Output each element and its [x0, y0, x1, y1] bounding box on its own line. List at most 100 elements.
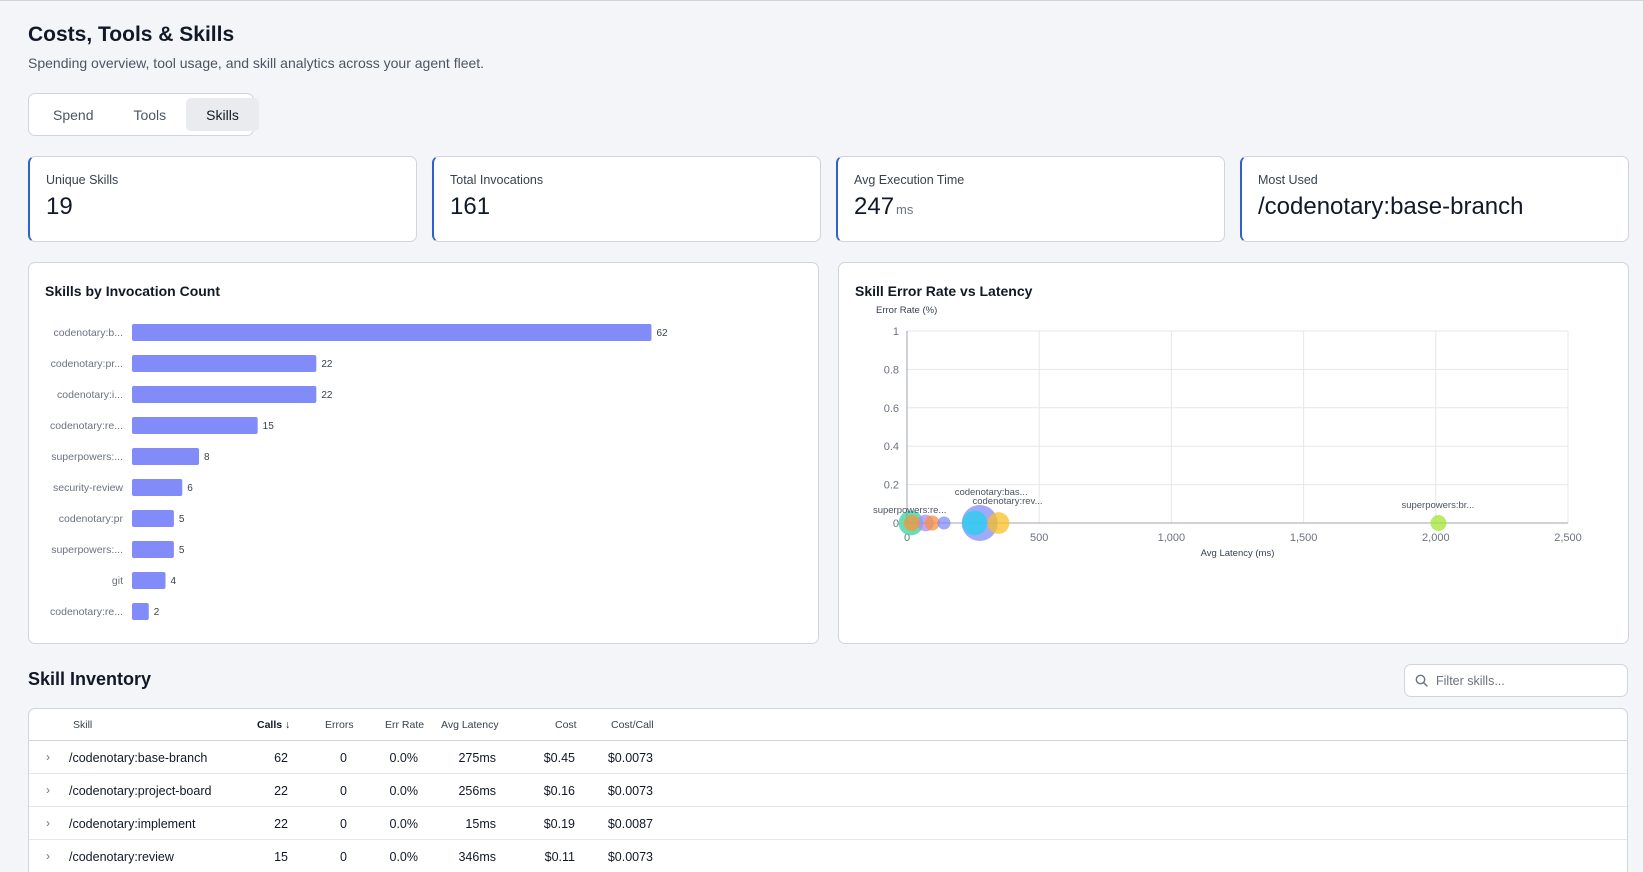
y-tick-label: 1 [893, 326, 899, 338]
tab-tools[interactable]: Tools [133, 106, 167, 123]
col-header-err-rate[interactable]: Err Rate [385, 719, 425, 731]
col-header-calls-label: Calls [257, 719, 283, 731]
search-icon [1415, 674, 1428, 687]
bar [132, 448, 200, 465]
col-header-skill[interactable]: Skill [73, 719, 93, 731]
col-header-errors[interactable]: Errors [325, 719, 354, 731]
stat-number: 247 [854, 193, 895, 220]
stat-number: 161 [450, 193, 491, 220]
err-rate-cell: 0.0% [389, 850, 419, 864]
tab-skills[interactable]: Skills [186, 98, 259, 131]
y-tick-label: 0 [893, 518, 899, 530]
col-header-cost[interactable]: Cost [555, 719, 577, 731]
bar-category-label: codenotary:re... [50, 420, 123, 432]
table-row[interactable]: › /codenotary:review 15 0 0.0% 346ms $0.… [29, 840, 1627, 872]
calls-cell: 62 [274, 751, 288, 765]
x-tick-label: 500 [1030, 532, 1048, 544]
skill-name: /codenotary:project-board [69, 784, 212, 798]
page-title: Costs, Tools & Skills [28, 23, 235, 46]
table-row[interactable]: › /codenotary:implement 22 0 0.0% 15ms $… [29, 807, 1627, 840]
chevron-right-icon[interactable]: › [46, 816, 50, 830]
y-axis-label: Error Rate (%) [876, 305, 937, 316]
stat-label: Total Invocations [450, 173, 544, 187]
bar [132, 479, 183, 496]
stat-card-avg-execution-time: Avg Execution Time 247 ms [836, 156, 1225, 242]
stat-number: 19 [46, 193, 73, 220]
scatter-point [903, 515, 920, 531]
x-tick-label: 2,500 [1554, 532, 1582, 544]
col-header-calls[interactable]: Calls ↓ [257, 719, 290, 731]
bar-category-label: codenotary:re... [50, 606, 123, 618]
page-subtitle: Spending overview, tool usage, and skill… [28, 55, 485, 71]
bar-value-label: 22 [321, 359, 333, 370]
calls-cell: 22 [274, 817, 288, 831]
chevron-right-icon[interactable]: › [46, 750, 50, 764]
x-tick-label: 0 [904, 532, 910, 544]
stat-value: 161 [450, 193, 804, 221]
x-tick-label: 1,500 [1290, 532, 1318, 544]
scatter-point-label: superpowers:re... [873, 505, 946, 516]
stat-card-unique-skills: Unique Skills 19 [28, 156, 417, 242]
bar-category-label: codenotary:i... [57, 389, 123, 401]
bar-chart-panel: Skills by Invocation Count codenotary:b.… [28, 262, 819, 644]
scatter-point [924, 515, 940, 531]
bar-value-label: 62 [656, 328, 668, 339]
bar-category-label: codenotary:pr [59, 513, 124, 525]
skill-inventory-title: Skill Inventory [28, 669, 152, 689]
errors-cell: 0 [340, 850, 347, 864]
skill-name: /codenotary:review [69, 850, 174, 864]
chevron-right-icon[interactable]: › [46, 783, 50, 797]
bar-value-label: 4 [171, 576, 177, 587]
filter-skills-input[interactable] [1436, 673, 1616, 688]
errors-cell: 0 [340, 751, 347, 765]
err-rate-cell: 0.0% [389, 784, 419, 798]
bar [132, 603, 149, 620]
y-tick-label: 0.6 [884, 403, 899, 415]
stat-label: Unique Skills [46, 173, 119, 187]
stat-value: 247 ms [854, 193, 1208, 221]
x-axis-label: Avg Latency (ms) [1201, 548, 1275, 559]
bar [132, 572, 166, 589]
table-row[interactable]: › /codenotary:base-branch 62 0 0.0% 275m… [29, 741, 1627, 774]
stat-value: /codenotary:base-branch [1258, 193, 1612, 221]
cost-cell: $0.11 [544, 850, 575, 864]
scatter-point-label: codenotary:bas... [955, 487, 1028, 498]
skill-name: /codenotary:implement [69, 817, 196, 831]
latency-cell: 256ms [458, 784, 496, 798]
bar [132, 510, 174, 527]
latency-cell: 275ms [458, 751, 496, 765]
x-tick-label: 2,000 [1422, 532, 1450, 544]
bar-category-label: superpowers:... [51, 451, 123, 463]
chevron-right-icon[interactable]: › [46, 849, 50, 863]
bar [132, 417, 258, 434]
bar-category-label: superpowers:... [51, 544, 123, 556]
table-row[interactable]: › /codenotary:project-board 22 0 0.0% 25… [29, 774, 1627, 807]
bar [132, 324, 652, 341]
errors-cell: 0 [340, 784, 347, 798]
bar [132, 386, 317, 403]
bar-chart-title: Skills by Invocation Count [45, 283, 221, 299]
bar-category-label: codenotary:pr... [51, 358, 123, 370]
bar-value-label: 22 [321, 390, 333, 401]
scatter-point [937, 516, 951, 530]
latency-cell: 15ms [465, 817, 496, 831]
stat-card-total-invocations: Total Invocations 161 [432, 156, 821, 242]
err-rate-cell: 0.0% [389, 751, 419, 765]
scatter-point [987, 512, 1010, 534]
scatter-point-label: codenotary:rev... [972, 496, 1042, 507]
bar-category-label: git [112, 575, 123, 587]
bar-value-label: 5 [179, 514, 185, 525]
y-tick-label: 0.4 [884, 441, 899, 453]
filter-skills-box[interactable] [1404, 664, 1628, 697]
scatter-chart: 0 500 1,000 1,500 2,000 2,500 0 0.2 0.4 0.6 0.8 1 Er… [873, 305, 1582, 559]
cost-per-call-cell: $0.0073 [607, 784, 653, 798]
col-header-cost-per-call[interactable]: Cost/Call [611, 719, 654, 731]
stat-value: 19 [46, 193, 400, 221]
tab-spend[interactable]: Spend [53, 106, 94, 123]
stat-label: Avg Execution Time [854, 173, 965, 187]
skill-inventory-table: Skill Calls ↓ Errors Err Rate Avg Latenc… [28, 708, 1628, 872]
bar-value-label: 15 [263, 421, 275, 432]
scatter-point [1430, 515, 1447, 531]
col-header-avg-latency[interactable]: Avg Latency [441, 719, 499, 731]
